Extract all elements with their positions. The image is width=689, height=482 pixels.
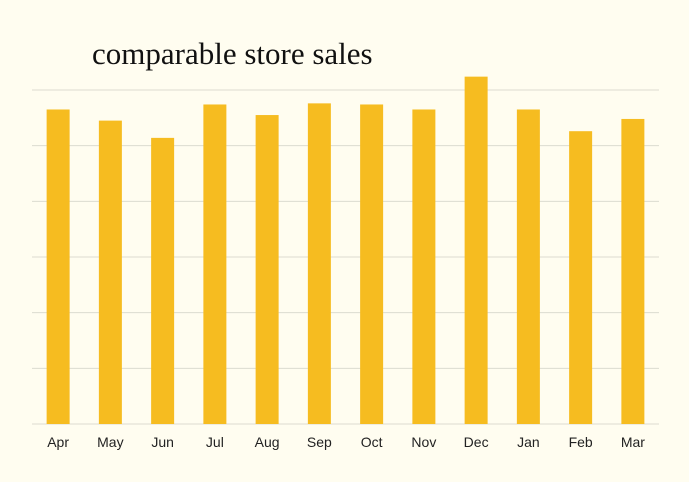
- x-tick-label-jul: Jul: [206, 434, 224, 450]
- bar-apr: [46, 109, 70, 424]
- x-tick-label-nov: Nov: [411, 434, 436, 450]
- x-tick-label-dec: Dec: [464, 434, 489, 450]
- x-tick-label-apr: Apr: [47, 434, 69, 450]
- x-tick-label-jun: Jun: [151, 434, 174, 450]
- bar-jun: [151, 137, 175, 424]
- x-tick-label-oct: Oct: [361, 434, 383, 450]
- x-tick-label-jan: Jan: [517, 434, 540, 450]
- bar-feb: [569, 131, 593, 424]
- chart-title: comparable store sales: [92, 36, 373, 71]
- bars: [46, 76, 645, 425]
- x-tick-label-mar: Mar: [621, 434, 645, 450]
- bar-jul: [203, 104, 227, 425]
- bar-sep: [307, 103, 331, 425]
- bar-may: [98, 120, 122, 424]
- bar-oct: [360, 104, 384, 425]
- x-tick-label-sep: Sep: [307, 434, 332, 450]
- bar-mar: [621, 118, 645, 425]
- bar-dec: [464, 76, 488, 424]
- bar-jan: [516, 109, 540, 424]
- x-tick-label-feb: Feb: [569, 434, 593, 450]
- bar-nov: [412, 109, 436, 424]
- bar-aug: [255, 115, 279, 425]
- x-tick-label-aug: Aug: [255, 434, 280, 450]
- gridlines: [32, 89, 659, 425]
- x-tick-label-may: May: [97, 434, 123, 450]
- x-tick-labels: Apr May Jun Jul Aug Sep Oct Nov Dec Jan Feb Mar: [47, 434, 645, 450]
